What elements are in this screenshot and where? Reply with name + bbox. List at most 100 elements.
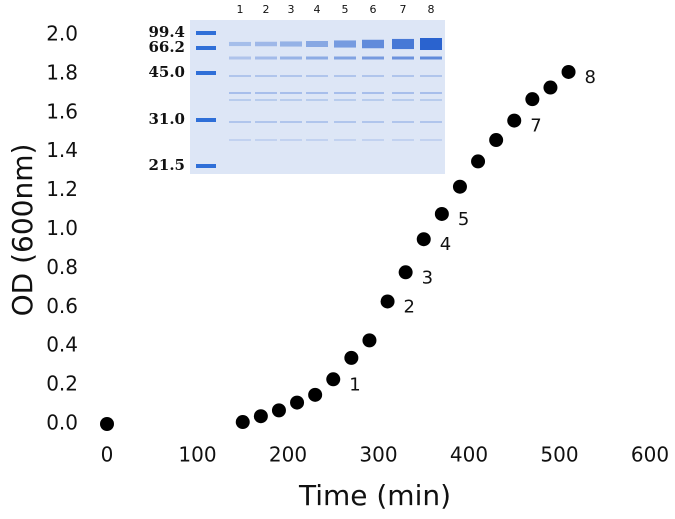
- gel-band: [306, 56, 328, 60]
- gel-band: [280, 41, 302, 47]
- data-point: [290, 395, 305, 410]
- gel-band: [420, 139, 442, 141]
- gel-band: [334, 139, 356, 141]
- gel-band: [255, 121, 277, 123]
- x-tick-label: 0: [101, 443, 114, 467]
- point-label: 5: [458, 209, 469, 230]
- gel-band: [334, 92, 356, 94]
- gel-band: [420, 99, 442, 101]
- gel-band: [280, 99, 302, 101]
- y-tick-label: 1.4: [46, 138, 78, 162]
- data-point: [100, 417, 114, 431]
- point-label: 4: [440, 234, 451, 255]
- gel-band: [306, 75, 328, 77]
- lane-label: 5: [342, 3, 349, 16]
- x-tick-label: 100: [178, 443, 216, 467]
- y-tick-label: 1.0: [46, 216, 78, 240]
- lane-label: 2: [263, 3, 270, 16]
- gel-band: [280, 75, 302, 77]
- gel-band: [334, 40, 356, 48]
- gel-band: [334, 121, 356, 123]
- y-tick-label: 0.8: [46, 255, 78, 279]
- ladder-band: [196, 118, 216, 122]
- gel-band: [255, 139, 277, 141]
- gel-band: [392, 38, 414, 50]
- y-tick-label: 1.8: [46, 60, 78, 84]
- data-point: [507, 113, 522, 128]
- gel-band: [362, 56, 384, 60]
- y-tick-label: 0.2: [46, 372, 78, 396]
- point-label: 7: [530, 116, 541, 137]
- gel-band: [392, 121, 414, 123]
- data-point: [271, 403, 286, 418]
- y-tick-label: 0.4: [46, 333, 78, 357]
- data-point: [416, 232, 431, 247]
- ladder-band: [196, 164, 216, 168]
- gel-band: [229, 75, 251, 77]
- data-point: [326, 372, 341, 387]
- lane-label: 8: [428, 3, 435, 16]
- gel-band: [420, 75, 442, 77]
- point-label: 8: [585, 67, 596, 88]
- gel-band: [306, 121, 328, 123]
- gel-band: [229, 56, 251, 60]
- gel-band: [255, 75, 277, 77]
- gel-band: [306, 92, 328, 94]
- lane-label: 6: [370, 3, 377, 16]
- data-point: [434, 206, 449, 221]
- data-point: [380, 294, 395, 309]
- gel-band: [280, 139, 302, 141]
- data-point: [452, 179, 467, 194]
- marker-label: 21.5: [148, 156, 185, 174]
- data-point: [235, 415, 250, 430]
- gel-band: [334, 75, 356, 77]
- gel-band: [334, 56, 356, 60]
- x-tick-label: 500: [540, 443, 578, 467]
- gel-band: [280, 92, 302, 94]
- gel-band: [229, 121, 251, 123]
- gel-band: [229, 41, 251, 47]
- marker-label: 45.0: [148, 63, 185, 81]
- gel-band: [280, 56, 302, 60]
- gel-band: [255, 56, 277, 60]
- lane-label: 3: [288, 3, 295, 16]
- gel-band: [255, 92, 277, 94]
- gel-band: [255, 41, 277, 47]
- gel-band: [229, 99, 251, 101]
- x-tick-label: 600: [631, 443, 669, 467]
- data-point: [489, 133, 504, 148]
- data-point: [253, 409, 268, 424]
- gel-bands: [196, 31, 442, 168]
- data-point: [525, 92, 540, 107]
- data-point: [398, 265, 413, 280]
- gel-band: [229, 92, 251, 94]
- gel-band: [420, 121, 442, 123]
- ladder-band: [196, 31, 216, 35]
- gel-band: [306, 139, 328, 141]
- x-tick-label: 400: [450, 443, 488, 467]
- lane-label: 4: [314, 3, 321, 16]
- gel-band: [392, 139, 414, 141]
- ladder-band: [196, 71, 216, 75]
- gel-band: [306, 41, 328, 47]
- gel-band: [420, 56, 442, 60]
- y-tick-label: 2.0: [46, 22, 78, 46]
- data-point: [543, 80, 558, 95]
- gel-band: [420, 92, 442, 94]
- gel-band: [362, 99, 384, 101]
- gel-band: [362, 75, 384, 77]
- y-axis-title: OD (600nm): [6, 144, 39, 317]
- data-point: [308, 387, 323, 402]
- marker-label: 31.0: [148, 110, 185, 128]
- y-tick-label: 0.6: [46, 294, 78, 318]
- x-axis-title: Time (min): [298, 479, 451, 512]
- marker-label: 66.2: [148, 38, 185, 56]
- gel-band: [392, 99, 414, 101]
- gel-band: [362, 39, 384, 49]
- y-tick-label: 0.0: [46, 411, 78, 435]
- gel-band: [280, 121, 302, 123]
- gel-band: [392, 75, 414, 77]
- point-label: 2: [404, 296, 415, 317]
- gel-band: [362, 121, 384, 123]
